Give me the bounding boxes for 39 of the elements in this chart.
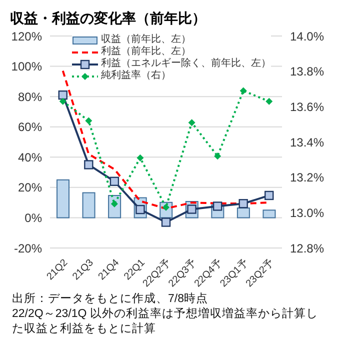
y-tick-label: -20% xyxy=(14,241,42,256)
point xyxy=(188,119,196,126)
point xyxy=(58,90,68,100)
bar xyxy=(56,179,70,218)
legend-label: 利益（前年比、左） xyxy=(101,46,191,58)
y-tick-label: 20% xyxy=(18,180,42,195)
legend-label: 収益（前年比、左） xyxy=(101,34,191,46)
point xyxy=(238,199,248,208)
point xyxy=(264,190,274,200)
y2-tick-label: 13.0% xyxy=(290,206,324,220)
legend-label: 利益（エネルギー除く、前年比、左） xyxy=(101,58,271,70)
text: 22/2Q～23/1Q 以外の利益率は予想増収増益率から計算した収益と利益をもとに計算 xyxy=(12,307,319,337)
y-tick-label: 60% xyxy=(18,120,42,134)
bar xyxy=(262,210,276,218)
y2-tick-label: 14.0% xyxy=(290,29,324,44)
y2-tick-label: 13.4% xyxy=(290,135,324,150)
y-tick-label: 100% xyxy=(11,60,42,74)
point xyxy=(161,218,171,227)
chart-title: 収益・利益の変化率（前年比） xyxy=(9,9,207,28)
y-tick-label: 80% xyxy=(18,90,42,104)
point xyxy=(266,98,273,105)
y-tick-label: 120% xyxy=(11,29,42,44)
y2-tick-label: 13.2% xyxy=(290,170,324,185)
text: 出所：データをもとに作成、7/8時点 xyxy=(12,292,209,307)
bar xyxy=(82,192,96,218)
y-tick-label: 0% xyxy=(24,210,42,225)
y2-tick-label: 13.6% xyxy=(290,100,324,114)
y2-tick-label: 13.8% xyxy=(290,64,324,79)
y2-tick-label: 12.8% xyxy=(290,241,324,256)
point xyxy=(240,87,247,94)
point xyxy=(136,154,144,162)
point xyxy=(84,160,94,170)
bar xyxy=(236,208,250,218)
point xyxy=(110,176,120,186)
point xyxy=(59,98,66,105)
point xyxy=(85,117,92,124)
point xyxy=(214,152,222,160)
legend-label: 純利益率（右） xyxy=(101,70,171,82)
y-tick-label: 40% xyxy=(18,150,42,164)
